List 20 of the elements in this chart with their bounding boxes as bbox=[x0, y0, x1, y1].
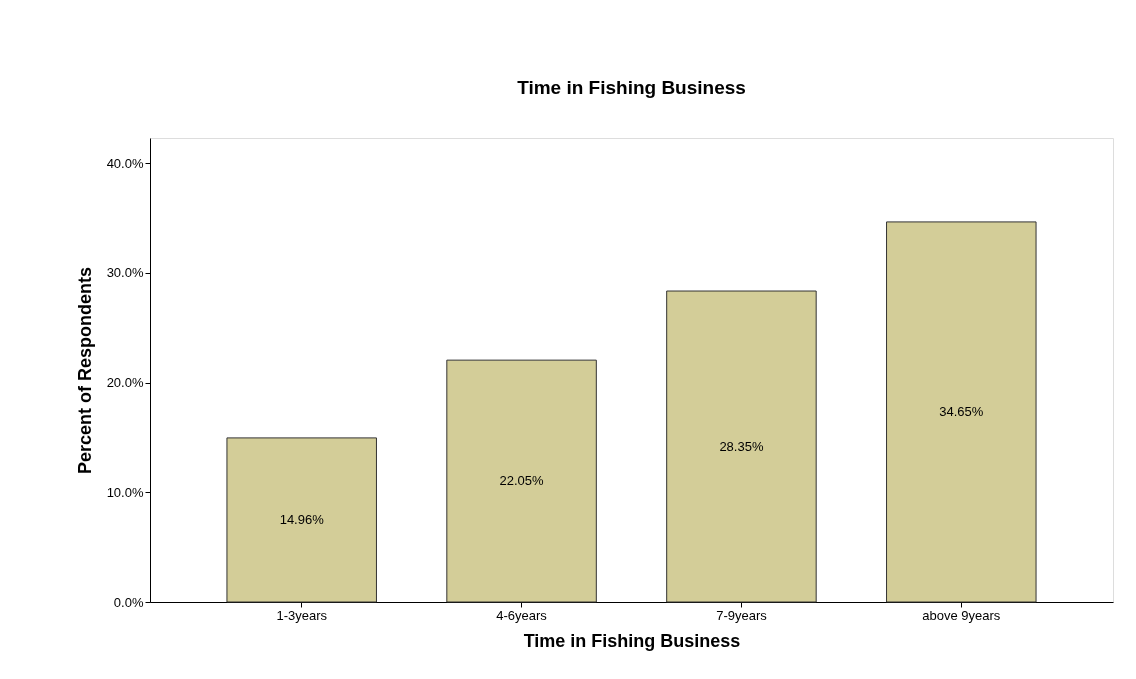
data-label: 22.05% bbox=[499, 473, 545, 489]
bar bbox=[666, 290, 817, 603]
bar bbox=[886, 221, 1037, 603]
x-tick-label: above 9years bbox=[922, 607, 1001, 623]
x-tick-label: 4-6years bbox=[496, 607, 548, 623]
chart-title: Time in Fishing Business bbox=[517, 77, 746, 98]
x-tick-label: 1-3years bbox=[276, 607, 328, 623]
bar bbox=[226, 437, 377, 603]
bar bbox=[446, 359, 597, 603]
y-tick-label: 20.0% bbox=[106, 375, 144, 391]
data-label: 34.65% bbox=[939, 403, 984, 419]
x-tick-label: 7-9years bbox=[716, 607, 768, 623]
data-label: 28.35% bbox=[719, 438, 764, 454]
data-label: 14.96% bbox=[279, 511, 325, 527]
y-axis-title: Percent of Respondents bbox=[74, 266, 95, 475]
y-tick-label: 30.0% bbox=[106, 265, 144, 281]
y-tick-label: 0.0% bbox=[113, 594, 144, 610]
x-axis-title: Time in Fishing Business bbox=[523, 630, 741, 651]
y-tick-label: 40.0% bbox=[106, 155, 144, 171]
y-tick-label: 10.0% bbox=[106, 484, 144, 500]
